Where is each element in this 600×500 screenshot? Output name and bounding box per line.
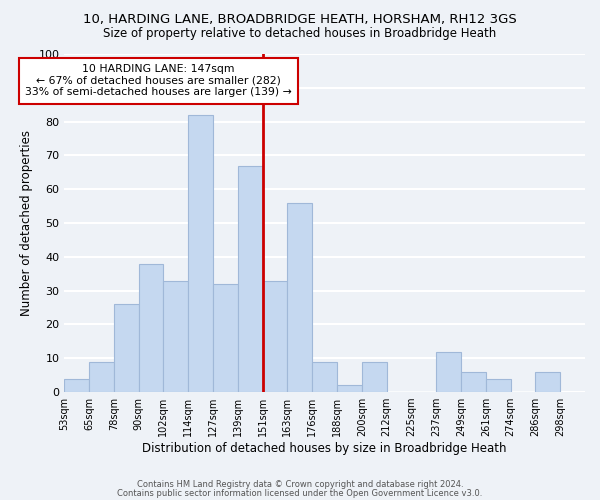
Bar <box>64 378 89 392</box>
Bar <box>163 280 188 392</box>
Bar <box>486 378 511 392</box>
Bar <box>535 372 560 392</box>
Bar <box>188 115 213 392</box>
Y-axis label: Number of detached properties: Number of detached properties <box>20 130 33 316</box>
X-axis label: Distribution of detached houses by size in Broadbridge Heath: Distribution of detached houses by size … <box>142 442 507 455</box>
Bar <box>114 304 139 392</box>
Bar <box>436 352 461 392</box>
Bar <box>362 362 386 392</box>
Bar <box>263 280 287 392</box>
Text: 10 HARDING LANE: 147sqm
← 67% of detached houses are smaller (282)
33% of semi-d: 10 HARDING LANE: 147sqm ← 67% of detache… <box>25 64 292 98</box>
Bar <box>287 203 312 392</box>
Text: Contains HM Land Registry data © Crown copyright and database right 2024.: Contains HM Land Registry data © Crown c… <box>137 480 463 489</box>
Bar <box>238 166 263 392</box>
Bar <box>89 362 114 392</box>
Bar <box>139 264 163 392</box>
Text: 10, HARDING LANE, BROADBRIDGE HEATH, HORSHAM, RH12 3GS: 10, HARDING LANE, BROADBRIDGE HEATH, HOR… <box>83 12 517 26</box>
Bar <box>461 372 486 392</box>
Bar <box>213 284 238 392</box>
Text: Contains public sector information licensed under the Open Government Licence v3: Contains public sector information licen… <box>118 488 482 498</box>
Bar <box>312 362 337 392</box>
Text: Size of property relative to detached houses in Broadbridge Heath: Size of property relative to detached ho… <box>103 28 497 40</box>
Bar <box>337 386 362 392</box>
